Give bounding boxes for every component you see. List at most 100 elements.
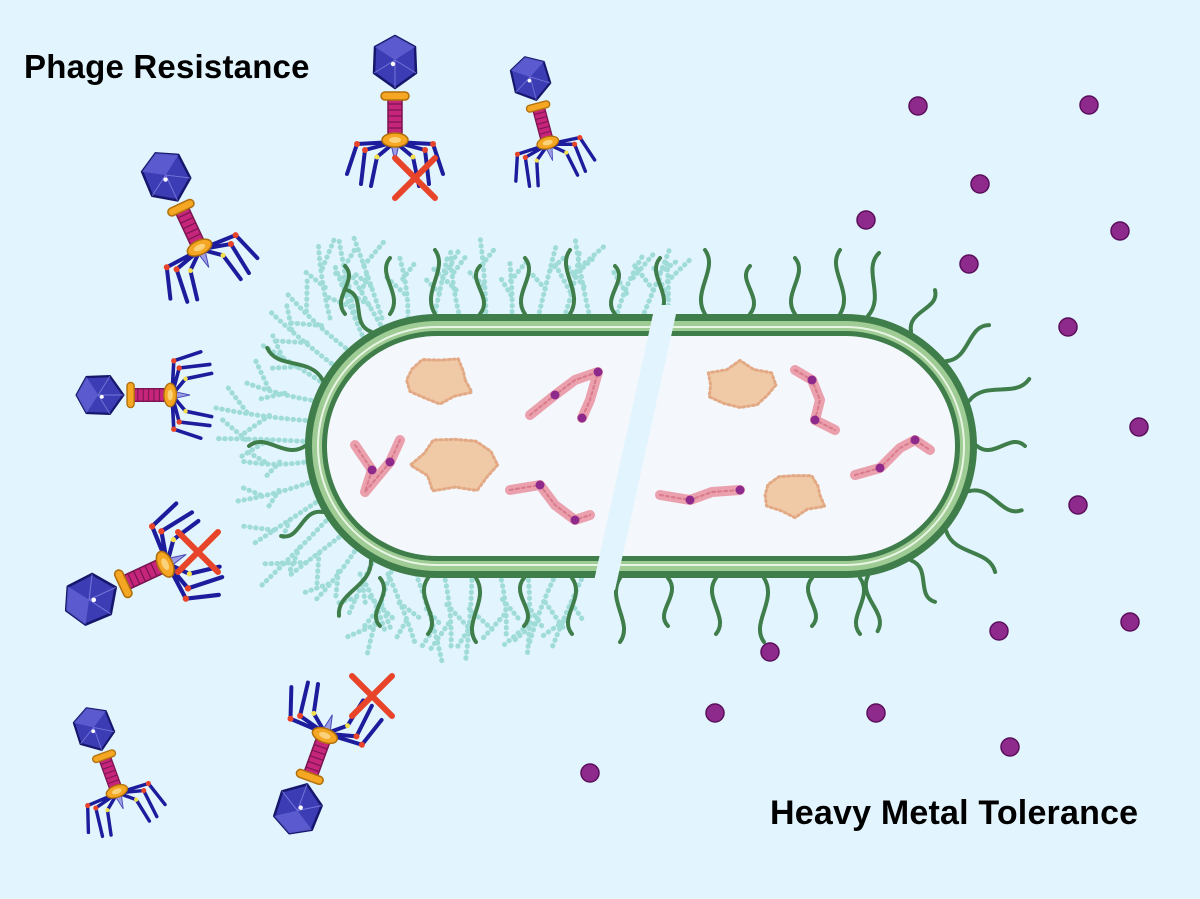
capsule-branch bbox=[451, 252, 470, 275]
capsule-branch bbox=[551, 259, 573, 295]
capsule-strand bbox=[286, 534, 342, 579]
protein-chain-texture bbox=[354, 439, 401, 493]
capsule-strand bbox=[212, 405, 308, 423]
capsule-branch bbox=[273, 338, 310, 346]
pilus bbox=[608, 264, 622, 316]
capsule-branch bbox=[240, 485, 264, 498]
capsule-branch bbox=[420, 273, 442, 297]
capsule-branch bbox=[496, 272, 514, 298]
pilus bbox=[338, 264, 352, 316]
protein-chain-texture bbox=[794, 369, 836, 431]
capsule-branch bbox=[284, 320, 324, 328]
capsule-branch bbox=[301, 268, 328, 291]
capsule-branch bbox=[454, 628, 471, 650]
capsule-branch bbox=[444, 601, 471, 630]
capsule-strand bbox=[267, 309, 334, 367]
pilus bbox=[967, 488, 1024, 514]
bound-metal-ion bbox=[367, 465, 377, 475]
capsule-branch bbox=[286, 544, 303, 576]
capsule-strand bbox=[258, 518, 329, 589]
capsule-strand bbox=[397, 255, 411, 321]
capsule-strand bbox=[385, 571, 419, 649]
capsule-strand bbox=[441, 571, 454, 653]
pilus bbox=[944, 323, 992, 364]
metal-ion bbox=[1000, 737, 1020, 757]
phage-4 bbox=[74, 349, 214, 441]
capsule-branch bbox=[222, 381, 250, 415]
bound-metal-ion bbox=[875, 463, 885, 473]
pilus bbox=[473, 264, 487, 316]
capsule-strand bbox=[507, 258, 515, 321]
infection-blocked-mark bbox=[178, 532, 218, 572]
bound-metal-ion bbox=[910, 435, 920, 445]
capsule-branch bbox=[577, 243, 607, 270]
capsule-branch bbox=[240, 523, 277, 533]
metal-ion bbox=[970, 174, 990, 194]
capsule-branch bbox=[302, 581, 331, 595]
capsule-branch bbox=[565, 264, 587, 290]
phage-2 bbox=[483, 44, 599, 193]
pilus bbox=[383, 256, 397, 316]
metal-ion bbox=[989, 621, 1009, 641]
capsule-branch bbox=[479, 246, 497, 268]
capsule-branch bbox=[396, 600, 422, 620]
pilus bbox=[863, 573, 882, 634]
pilus bbox=[661, 576, 675, 628]
cell-cutaway-gap bbox=[592, 305, 678, 590]
capsule-strand bbox=[535, 242, 559, 321]
capsule-branch bbox=[538, 618, 566, 641]
capsule-branch bbox=[630, 248, 659, 281]
capsule-branch bbox=[419, 627, 436, 650]
pilus bbox=[265, 346, 325, 382]
capsule-strand bbox=[351, 235, 385, 321]
capsule-branch bbox=[360, 581, 369, 608]
phage-5 bbox=[45, 498, 230, 656]
pilus bbox=[565, 576, 579, 636]
infection-blocked-mark bbox=[352, 676, 392, 716]
protein-chain-texture bbox=[659, 489, 741, 501]
pilus bbox=[247, 439, 307, 453]
pilus bbox=[944, 528, 998, 574]
pilus bbox=[709, 576, 723, 636]
capsule-strand bbox=[332, 262, 365, 338]
capsule-strand bbox=[232, 480, 311, 504]
metal-ion bbox=[1110, 221, 1130, 241]
capsule-branch bbox=[501, 622, 531, 648]
metal-ion bbox=[760, 642, 780, 662]
capsule-branch bbox=[568, 600, 585, 622]
protein-complex bbox=[408, 437, 500, 493]
capsule-branch bbox=[261, 459, 283, 482]
capsule-branch bbox=[359, 271, 370, 295]
capsule-branch bbox=[361, 236, 390, 269]
pilus bbox=[373, 576, 387, 628]
capsule-strand bbox=[311, 549, 358, 604]
capsule-branch bbox=[527, 269, 548, 292]
capsule-branch bbox=[525, 603, 546, 631]
phage-3 bbox=[110, 131, 265, 312]
protein-complex bbox=[706, 358, 778, 409]
metal-ion bbox=[866, 703, 886, 723]
capsule-branch bbox=[353, 271, 374, 289]
capsule-branch bbox=[631, 261, 656, 293]
pilus bbox=[909, 558, 937, 604]
pilus bbox=[788, 256, 802, 316]
pilus bbox=[853, 576, 867, 636]
capsule-branch bbox=[360, 608, 379, 630]
pilus bbox=[345, 288, 373, 334]
pilus bbox=[865, 250, 882, 319]
bound-metal-ion bbox=[810, 415, 820, 425]
bound-metal-ion bbox=[570, 515, 580, 525]
pilus bbox=[279, 509, 325, 539]
pilus bbox=[518, 256, 532, 316]
pilus bbox=[975, 439, 1027, 453]
capsule-branch bbox=[379, 601, 394, 632]
capsule-branch bbox=[657, 257, 682, 275]
capsule-branch bbox=[314, 550, 322, 590]
capsule-branch bbox=[509, 617, 541, 645]
bound-metal-ion bbox=[577, 413, 587, 423]
bound-metal-ion bbox=[550, 390, 560, 400]
capsule-strand bbox=[212, 436, 306, 444]
capsule-branch bbox=[508, 257, 531, 284]
capsule-branch bbox=[265, 364, 300, 371]
